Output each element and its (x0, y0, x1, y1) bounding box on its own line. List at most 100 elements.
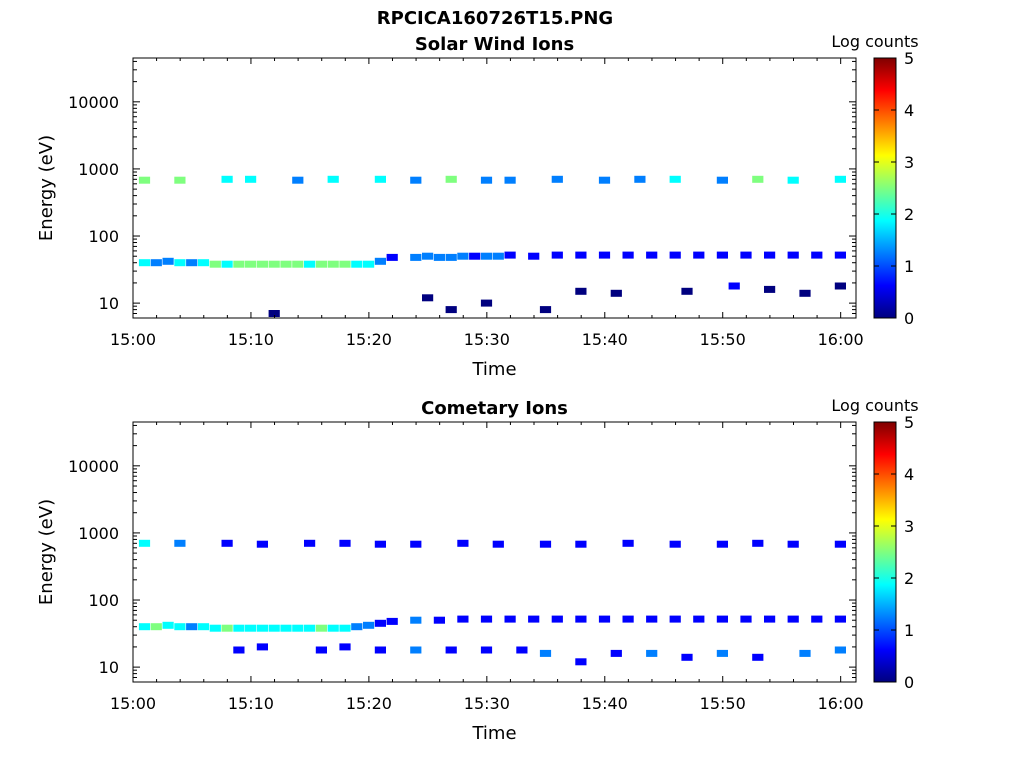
colorbar-tick-label: 3 (904, 517, 914, 536)
heatmap-cell (551, 615, 563, 623)
heatmap-cell (539, 649, 552, 657)
heatmap-cell (162, 621, 174, 629)
x-tick-label: 15:50 (700, 694, 746, 713)
heatmap-cell (693, 251, 705, 259)
colorbar-tick-label: 5 (904, 49, 914, 68)
panel-title: Solar Wind Ions (415, 34, 574, 55)
heatmap-cell (799, 289, 811, 297)
heatmap-cell (681, 653, 693, 661)
heatmap-cell (386, 617, 398, 625)
heatmap-cell (445, 253, 457, 261)
y-tick-label: 1000 (78, 160, 119, 179)
heatmap-cell (363, 260, 375, 268)
heatmap-cell (304, 624, 316, 632)
panel-title: Cometary Ions (421, 398, 568, 419)
heatmap-cell (716, 176, 728, 184)
heatmap-cell (245, 624, 257, 632)
heatmap-cell (834, 251, 846, 259)
heatmap-cell (351, 260, 363, 268)
heatmap-cell (233, 260, 245, 268)
heatmap-cell (646, 251, 658, 259)
heatmap-cell (315, 624, 327, 632)
heatmap-cell (622, 539, 634, 547)
heatmap-cell (681, 287, 693, 295)
chart-panel-1: Solar Wind Ions 15:00 15:10 15:20 15:30 15:40… (36, 32, 919, 380)
heatmap-cell (221, 260, 233, 268)
heatmap-cell (433, 253, 445, 261)
colorbar-tick-label: 4 (904, 101, 914, 120)
heatmap-cell (480, 646, 493, 654)
heatmap-cell (138, 539, 151, 547)
x-tick-label: 15:30 (464, 694, 510, 713)
heatmap-cell (256, 540, 268, 548)
heatmap-cell (457, 615, 469, 623)
heatmap-cell (669, 615, 681, 623)
heatmap-cell (280, 260, 292, 268)
heatmap-cell (740, 251, 752, 259)
heatmap-cell (174, 539, 186, 547)
y-tick-label: 10000 (68, 93, 119, 112)
heatmap-cell (410, 540, 422, 548)
heatmap-cell (646, 615, 658, 623)
heatmap-cell (138, 623, 151, 631)
heatmap-cell (268, 310, 280, 317)
heatmap-cell (174, 259, 186, 267)
heatmap-cell (539, 540, 552, 548)
x-tick-label: 16:00 (818, 694, 864, 713)
heatmap-cell (410, 253, 422, 261)
y-tick-label: 100 (88, 227, 119, 246)
heatmap-cell (492, 540, 504, 548)
heatmap-cell (433, 616, 445, 624)
heatmap-cell (622, 615, 634, 623)
heatmap-cell (197, 623, 210, 631)
heatmap-cell (339, 624, 351, 632)
y-tick-label: 10 (99, 294, 119, 313)
heatmap-cell (575, 615, 587, 623)
plot-frame (132, 57, 857, 319)
heatmap-cell (186, 623, 198, 631)
heatmap-cell (834, 540, 846, 548)
heatmap-cell (410, 646, 422, 654)
colorbar-tick-label: 2 (904, 569, 914, 588)
heatmap-cell (787, 251, 799, 259)
y-tick-label: 100 (88, 591, 119, 610)
x-tick-label: 15:40 (582, 694, 628, 713)
x-tick-label: 15:10 (228, 330, 274, 349)
heatmap-cell (799, 649, 811, 657)
colorbar-tick-label: 0 (904, 673, 914, 692)
heatmap-cell (646, 649, 658, 657)
x-tick-label: 15:00 (110, 330, 156, 349)
heatmap-cell (575, 658, 587, 666)
heatmap-cell (610, 289, 622, 297)
heatmap-cell (669, 175, 681, 183)
colorbar-label: Log counts (831, 32, 918, 51)
x-tick-label: 15:30 (464, 330, 510, 349)
heatmap-cell (422, 294, 434, 302)
colorbar-tick-label: 5 (904, 413, 914, 432)
heatmap-cell (256, 643, 268, 651)
heatmap-cell (150, 623, 162, 631)
heatmap-cell (209, 260, 221, 268)
heatmap-cell (445, 175, 457, 183)
y-axis-label: Energy (eV) (36, 135, 57, 241)
heatmap-cell (445, 306, 457, 314)
heatmap-cell (787, 176, 799, 184)
heatmap-cell (787, 540, 799, 548)
heatmap-cell (374, 646, 386, 654)
heatmap-cell (740, 615, 752, 623)
heatmap-cell (504, 615, 516, 623)
heatmap-cell (669, 251, 681, 259)
x-tick-label: 15:20 (346, 694, 392, 713)
heatmap-cell (634, 175, 646, 183)
heatmap-cell (716, 649, 728, 657)
heatmap-cell (834, 282, 846, 290)
heatmap-cell (410, 616, 422, 624)
heatmap-cell (233, 624, 245, 632)
y-tick-label: 1000 (78, 524, 119, 543)
heatmap-cell (575, 287, 587, 295)
heatmap-cell (374, 619, 386, 627)
heatmap-cell (256, 624, 268, 632)
heatmap-cell (363, 621, 375, 629)
plot-frame (132, 421, 857, 683)
